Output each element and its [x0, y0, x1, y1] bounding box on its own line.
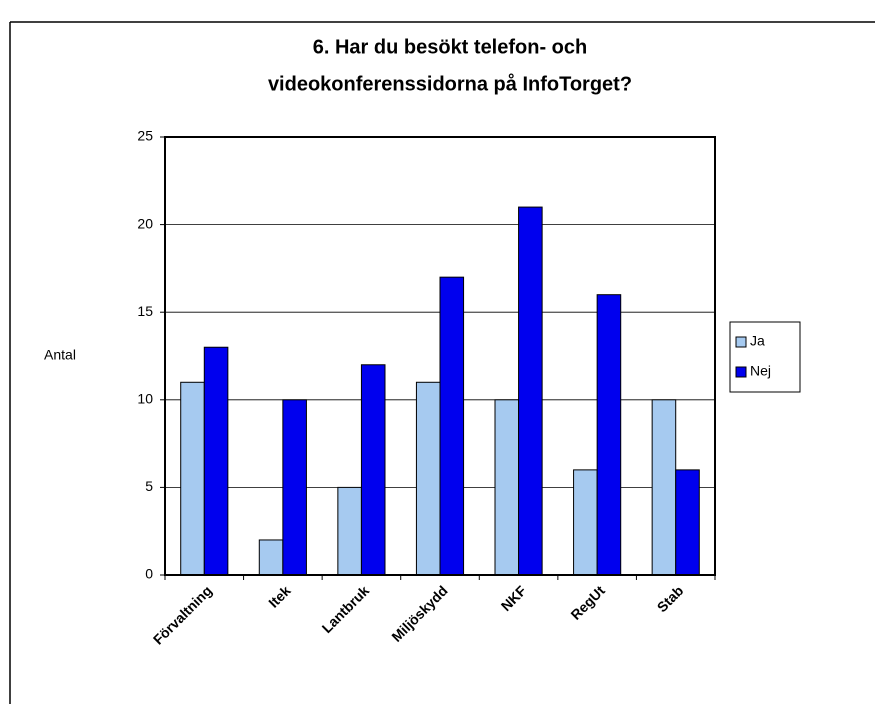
y-tick-label: 25	[137, 128, 153, 144]
x-tick-label: Stab	[654, 582, 687, 615]
bar	[494, 399, 520, 576]
y-tick-label: 5	[145, 478, 153, 494]
chart-title: 6. Har du besökt telefon- och	[313, 36, 587, 58]
bar	[360, 364, 386, 576]
legend-box	[729, 321, 801, 393]
bar	[651, 399, 677, 576]
x-tick-label: Itek	[265, 582, 294, 611]
y-tick-label: 10	[137, 391, 153, 407]
x-tick-label: RegUt	[567, 582, 608, 623]
x-tick-label: NKF	[498, 582, 530, 614]
x-tick-label: Lantbruk	[319, 582, 373, 636]
y-tick-label: 0	[145, 566, 153, 582]
bar	[180, 381, 205, 576]
legend-swatch	[735, 366, 747, 378]
bar	[439, 276, 465, 576]
y-axis-label: Antal	[44, 347, 76, 363]
bar	[596, 294, 622, 576]
x-tick-label: Miljöskydd	[388, 582, 450, 644]
bar	[415, 381, 441, 576]
x-tick-label: Förvaltning	[150, 582, 215, 647]
bar	[258, 539, 284, 576]
plot-border	[164, 136, 716, 576]
chart-title: videokonferenssidorna på InfoTorget?	[268, 72, 632, 95]
bar	[337, 486, 362, 576]
bar	[203, 346, 229, 576]
legend-label: Ja	[750, 333, 765, 349]
y-tick-label: 20	[137, 215, 153, 231]
bar	[675, 469, 700, 576]
bar	[518, 206, 543, 576]
legend-swatch	[735, 336, 747, 348]
y-tick-label: 15	[137, 303, 153, 319]
bar	[573, 469, 598, 576]
bar	[282, 399, 307, 576]
legend-label: Nej	[750, 363, 771, 379]
